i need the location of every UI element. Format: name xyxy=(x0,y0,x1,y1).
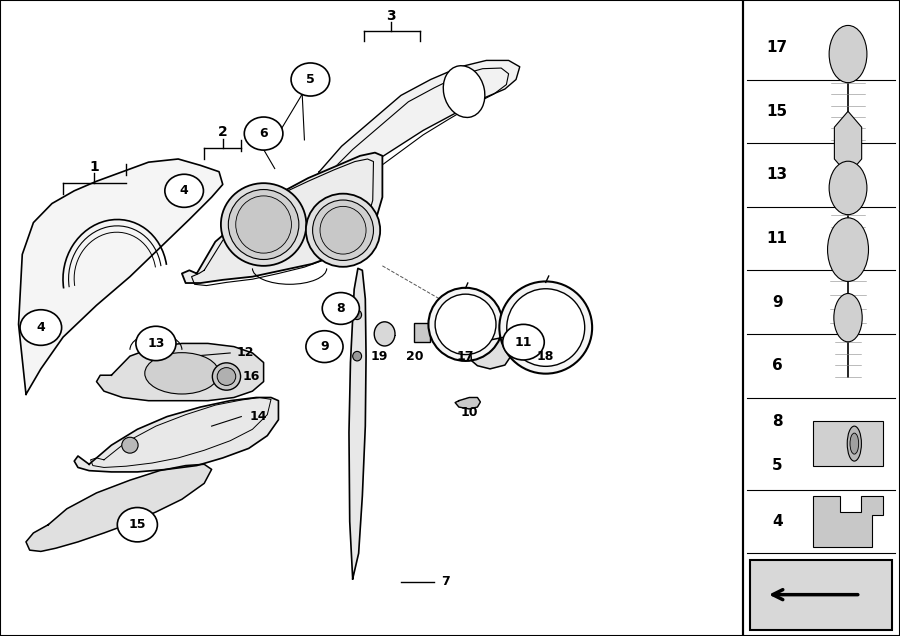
Circle shape xyxy=(291,63,329,96)
Polygon shape xyxy=(349,268,366,579)
Polygon shape xyxy=(316,60,520,191)
Text: 11: 11 xyxy=(515,336,532,349)
Text: 16: 16 xyxy=(242,370,260,383)
Text: 00141084: 00141084 xyxy=(795,623,848,633)
Ellipse shape xyxy=(212,363,240,391)
Text: 18: 18 xyxy=(537,350,554,363)
Text: 5: 5 xyxy=(306,73,315,86)
Circle shape xyxy=(306,331,343,363)
Text: 9: 9 xyxy=(320,340,328,353)
Text: 14: 14 xyxy=(249,410,267,423)
Polygon shape xyxy=(182,153,382,283)
Text: 12: 12 xyxy=(237,347,254,359)
Text: 13: 13 xyxy=(767,167,788,183)
Polygon shape xyxy=(471,337,511,369)
Ellipse shape xyxy=(847,426,861,461)
Text: 19: 19 xyxy=(371,350,388,363)
Ellipse shape xyxy=(145,352,219,394)
Ellipse shape xyxy=(435,294,496,354)
Text: 8: 8 xyxy=(337,302,345,315)
Ellipse shape xyxy=(312,200,373,260)
Text: 20: 20 xyxy=(406,350,423,363)
Text: 15: 15 xyxy=(767,104,788,119)
Circle shape xyxy=(503,324,544,360)
Ellipse shape xyxy=(829,161,867,215)
Circle shape xyxy=(136,326,176,361)
Ellipse shape xyxy=(353,351,362,361)
Circle shape xyxy=(165,174,203,207)
Polygon shape xyxy=(834,111,861,175)
Text: 6: 6 xyxy=(259,127,268,140)
Ellipse shape xyxy=(306,193,380,266)
Bar xyxy=(751,560,892,630)
Ellipse shape xyxy=(444,66,485,118)
Text: 11: 11 xyxy=(767,231,788,246)
Ellipse shape xyxy=(507,289,585,366)
Ellipse shape xyxy=(833,293,862,342)
Text: 9: 9 xyxy=(772,294,782,310)
Ellipse shape xyxy=(220,183,306,266)
Text: 8: 8 xyxy=(772,414,782,429)
Circle shape xyxy=(117,508,158,542)
Bar xyxy=(414,323,430,342)
Polygon shape xyxy=(814,496,883,547)
Text: 4: 4 xyxy=(37,321,45,334)
Ellipse shape xyxy=(229,190,299,259)
Text: 17: 17 xyxy=(767,40,788,55)
Text: 5: 5 xyxy=(772,459,782,473)
Text: 2: 2 xyxy=(218,125,228,139)
Text: 17: 17 xyxy=(457,350,474,363)
Text: 6: 6 xyxy=(772,358,782,373)
Text: 1: 1 xyxy=(89,160,99,174)
Bar xyxy=(814,422,883,466)
Polygon shape xyxy=(74,398,278,472)
Polygon shape xyxy=(19,159,223,394)
Ellipse shape xyxy=(500,281,592,374)
Circle shape xyxy=(322,293,359,324)
Polygon shape xyxy=(96,343,264,401)
Polygon shape xyxy=(26,464,211,551)
Ellipse shape xyxy=(320,206,366,254)
Text: 10: 10 xyxy=(461,406,478,418)
Ellipse shape xyxy=(428,287,503,361)
Circle shape xyxy=(20,310,61,345)
Ellipse shape xyxy=(217,368,236,385)
Text: 4: 4 xyxy=(180,184,188,197)
Text: 4: 4 xyxy=(772,514,782,529)
Ellipse shape xyxy=(850,433,859,454)
Ellipse shape xyxy=(236,196,292,253)
Text: 13: 13 xyxy=(148,337,165,350)
Ellipse shape xyxy=(828,218,868,282)
Ellipse shape xyxy=(829,25,867,83)
Ellipse shape xyxy=(353,310,362,319)
Text: 3: 3 xyxy=(386,9,396,23)
Circle shape xyxy=(244,117,283,150)
Ellipse shape xyxy=(122,438,138,453)
Text: 7: 7 xyxy=(441,576,450,588)
Text: 15: 15 xyxy=(129,518,146,531)
Polygon shape xyxy=(455,398,481,409)
Ellipse shape xyxy=(374,322,395,346)
